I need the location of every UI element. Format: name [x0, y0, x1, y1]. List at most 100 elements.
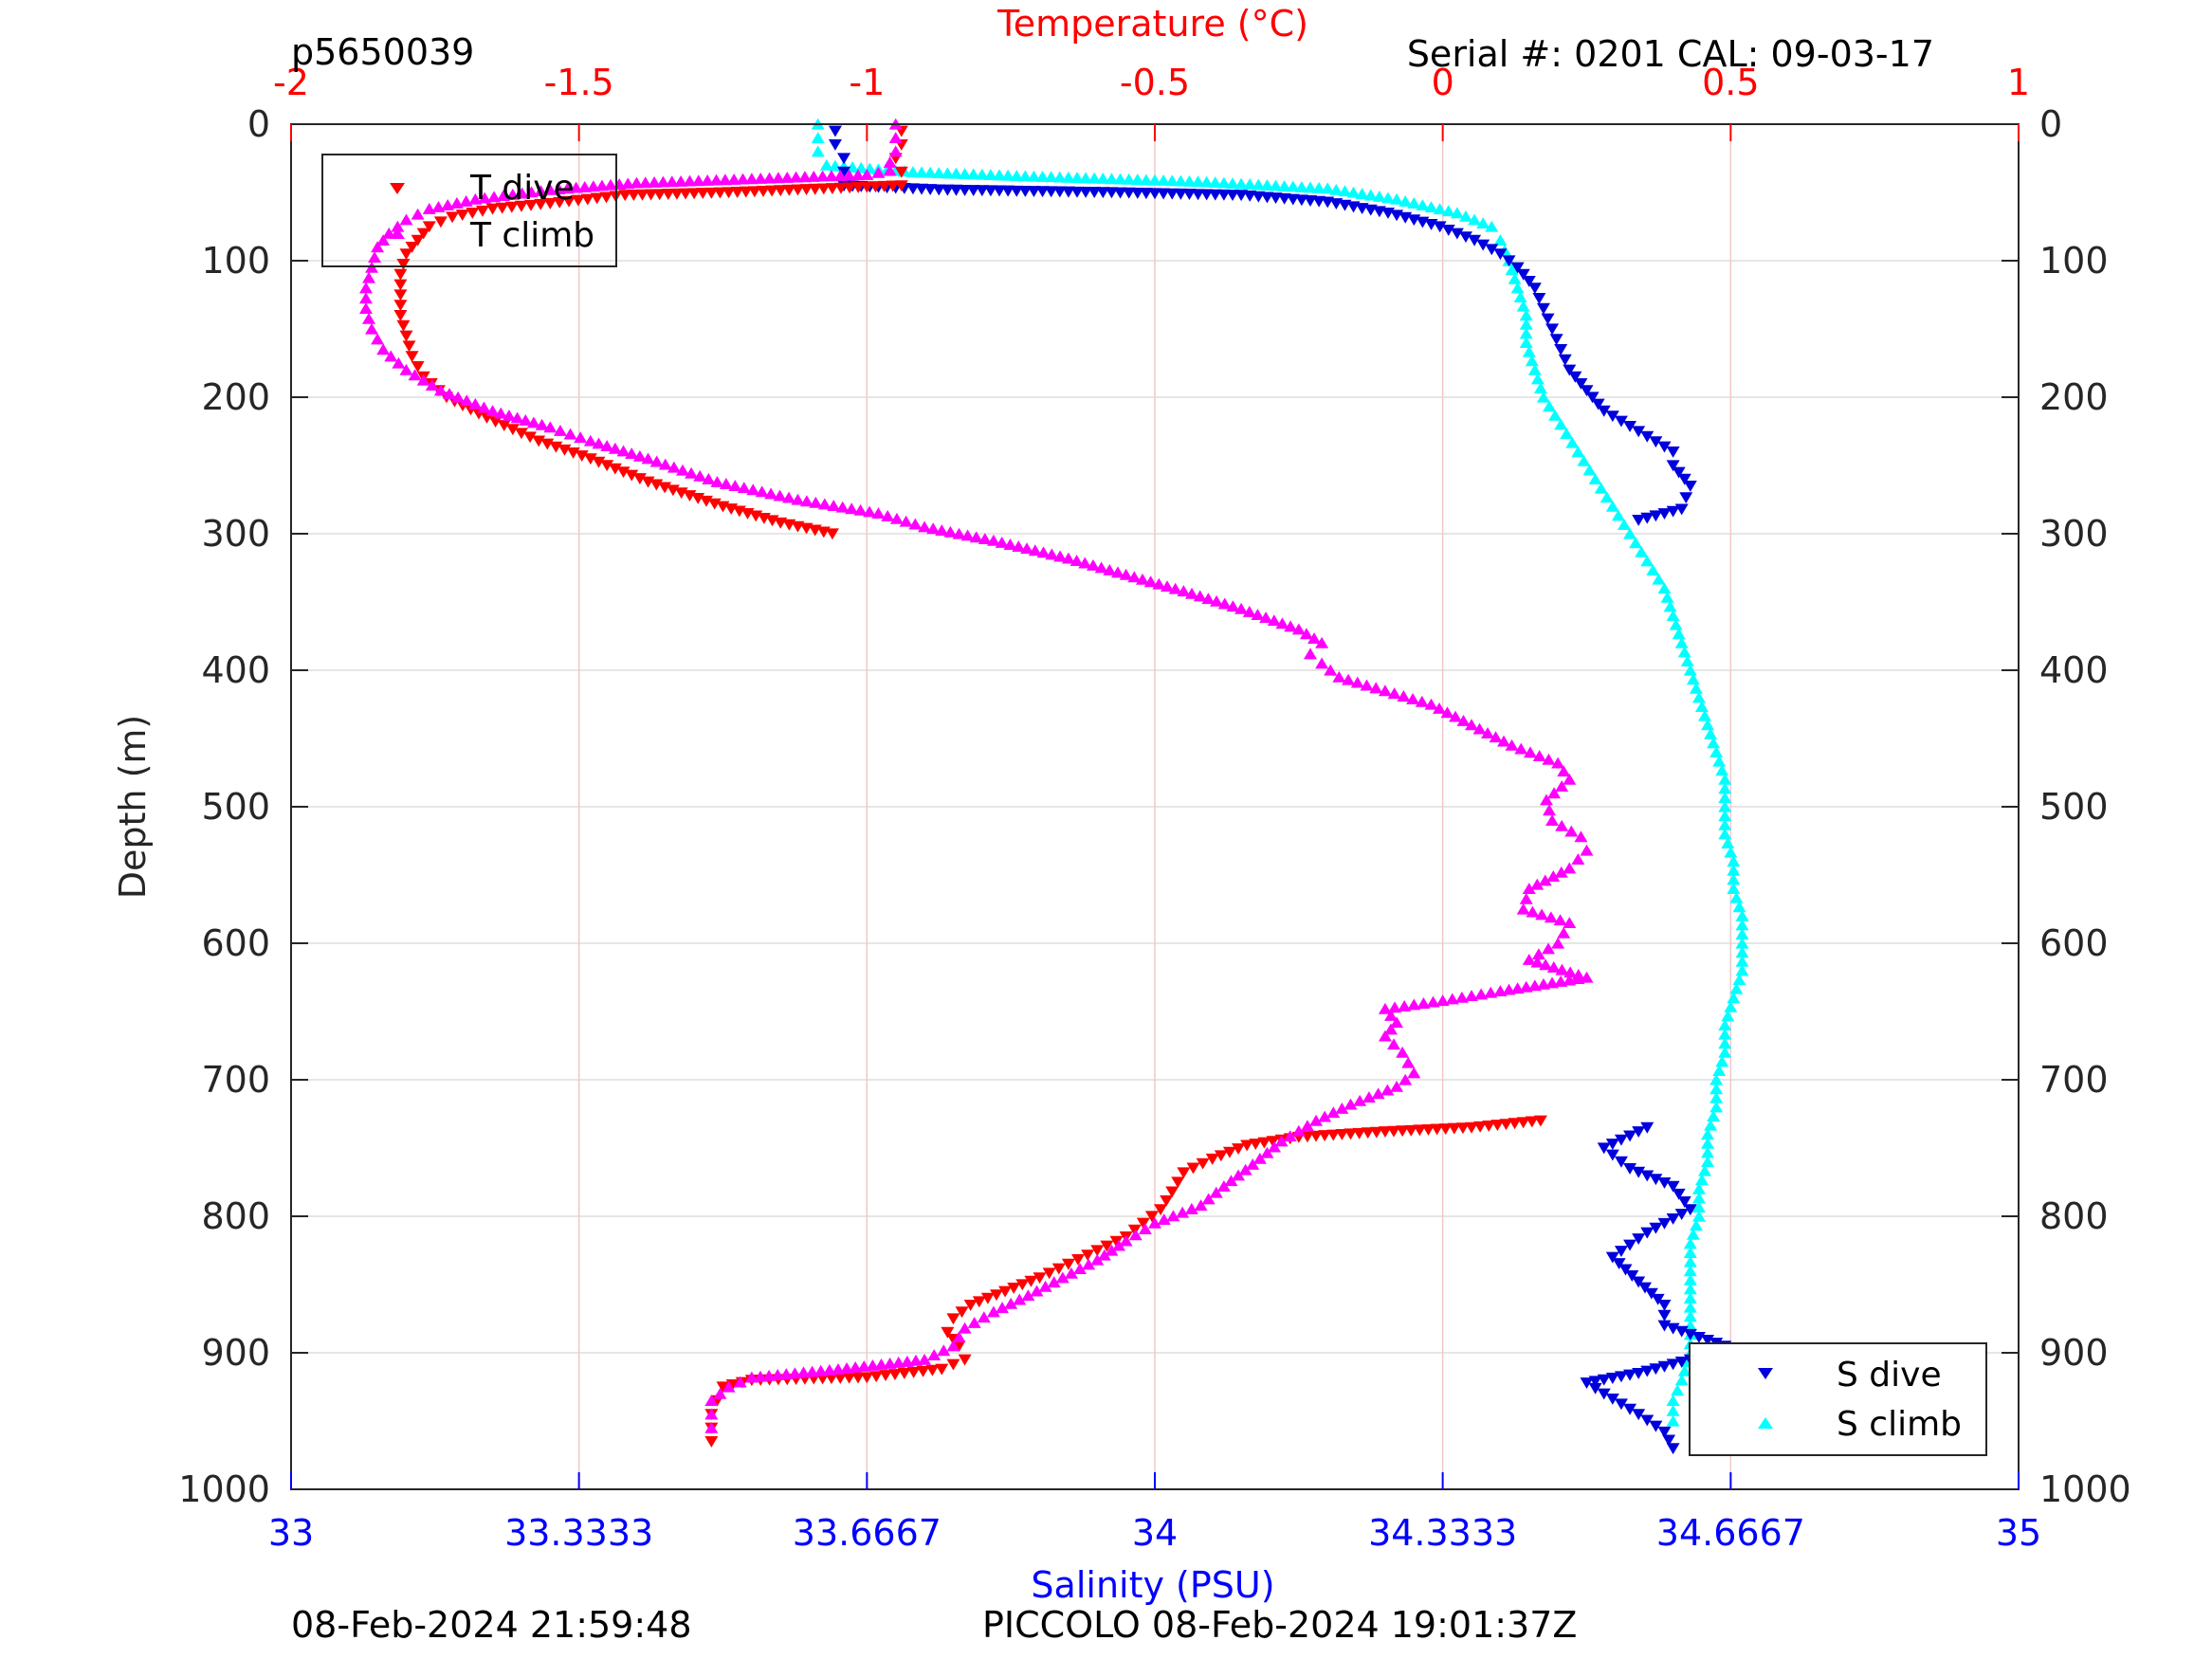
data-point [638, 176, 652, 189]
data-point [1485, 244, 1499, 256]
data-point [958, 184, 972, 196]
data-point [1406, 692, 1420, 704]
data-point [411, 361, 425, 373]
legend-s-dive-label: S dive [1837, 1356, 1942, 1395]
data-point [1081, 1249, 1095, 1262]
legend-temperature: T dive T climb [321, 154, 617, 267]
data-point [1450, 207, 1464, 219]
data-point [1580, 971, 1594, 983]
data-point [967, 1317, 981, 1328]
data-point [811, 132, 825, 143]
data-point [685, 466, 699, 479]
data-point [1689, 682, 1703, 694]
data-point [1424, 201, 1438, 213]
data-point [824, 170, 838, 182]
data-point [1315, 657, 1329, 669]
data-point [941, 167, 955, 179]
data-point [1407, 998, 1421, 1011]
data-point [1646, 564, 1660, 575]
data-point [1649, 436, 1663, 448]
data-point [1073, 1263, 1088, 1275]
data-point [1309, 1114, 1324, 1126]
data-point [955, 1306, 969, 1319]
data-point [1683, 1273, 1697, 1285]
data-point [1666, 1322, 1680, 1335]
data-point [918, 520, 932, 533]
data-point [592, 437, 606, 449]
data-point [1657, 1309, 1672, 1322]
data-point [540, 438, 555, 450]
data-point [958, 1354, 972, 1366]
data-point [1709, 1073, 1724, 1085]
data-point [1208, 189, 1222, 201]
data-point [1445, 993, 1459, 1005]
data-point [1543, 804, 1557, 816]
data-point [788, 1367, 802, 1379]
data-point [935, 1363, 949, 1376]
data-point [1130, 173, 1144, 186]
data-point [845, 502, 859, 515]
data-point [1481, 726, 1495, 738]
salinity-tick-label: 33.6667 [793, 1512, 941, 1554]
data-point [1384, 1010, 1398, 1021]
data-point [894, 180, 908, 192]
data-point [1698, 1164, 1712, 1176]
data-point [514, 428, 528, 440]
data-point [1527, 283, 1542, 295]
depth-tick-label-left: 900 [201, 1332, 270, 1374]
data-point [1527, 979, 1542, 992]
data-point [1165, 188, 1179, 200]
data-point [796, 1366, 811, 1378]
data-point [1329, 183, 1344, 195]
data-point [1148, 188, 1161, 200]
data-point [713, 187, 727, 199]
data-point [632, 449, 647, 462]
depth-tick-label-right: 100 [2039, 240, 2109, 282]
data-point [918, 1353, 932, 1365]
data-point [1238, 1163, 1252, 1176]
salinity-tick-label: 34.6667 [1656, 1512, 1805, 1554]
data-point [1542, 942, 1556, 955]
data-point [1531, 948, 1545, 960]
data-point [431, 200, 446, 212]
data-point [1718, 818, 1732, 830]
data-point [958, 1322, 972, 1334]
data-point [975, 168, 989, 180]
temperature-tick-label: -1.5 [544, 62, 614, 103]
data-point [932, 167, 946, 178]
data-point [543, 183, 558, 195]
data-point [1545, 814, 1560, 826]
data-point [1387, 1125, 1401, 1138]
grid-lines [290, 123, 2020, 1490]
data-point [1686, 1228, 1700, 1240]
data-point [393, 268, 408, 281]
depth-tick-label-right: 0 [2039, 103, 2062, 145]
data-point [883, 1357, 897, 1369]
data-point [1718, 1037, 1732, 1049]
data-point [1588, 473, 1602, 484]
data-point [1465, 719, 1479, 731]
data-point [368, 251, 382, 263]
data-point [1309, 1130, 1324, 1142]
data-point [719, 478, 733, 489]
data-point [411, 208, 425, 220]
data-point [779, 1368, 794, 1380]
data-point [1224, 1175, 1238, 1187]
data-point [1027, 186, 1041, 198]
data-point [807, 170, 821, 182]
data-point [1649, 1420, 1663, 1432]
data-markers [358, 118, 1749, 1455]
data-point [1563, 917, 1577, 928]
legend-s-climb-marker [1758, 1417, 1773, 1429]
data-point [1234, 602, 1249, 614]
data-point [627, 190, 641, 201]
data-point [1732, 901, 1746, 913]
axis-ticks: 0 0 100 100 200 200 300 300 400 400 500 500 600 600 70… [178, 62, 2130, 1554]
data-point [1222, 1146, 1236, 1158]
data-point [1580, 844, 1594, 856]
data-point [1033, 1272, 1047, 1285]
data-point [799, 495, 814, 507]
data-point [594, 179, 609, 191]
data-point [1727, 864, 1741, 876]
